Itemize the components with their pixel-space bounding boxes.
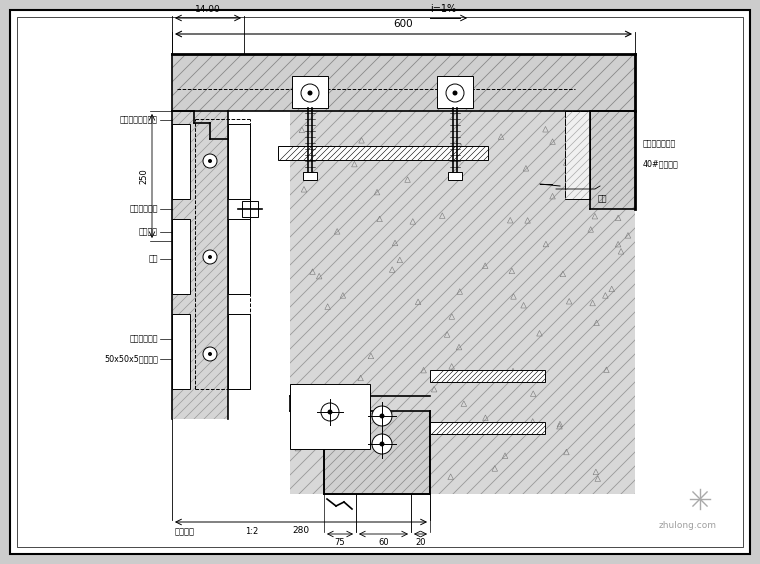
Bar [292,76,328,108]
Bar [172,54,635,111]
Text: 石材: 石材 [148,254,158,263]
Bar [448,172,462,180]
Bar [590,111,635,209]
Bar [172,124,190,199]
Text: 节点详图: 节点详图 [175,527,195,536]
Bar [430,370,545,382]
Text: zhulong.com: zhulong.com [659,522,717,531]
Text: 不锈钢干挂件: 不锈钢干挂件 [129,334,158,343]
Bar [590,111,635,209]
Bar [242,201,258,217]
Text: 膨钉: 膨钉 [598,194,607,203]
Circle shape [372,406,392,426]
Bar [172,219,190,294]
Circle shape [203,347,217,361]
Bar [228,314,250,389]
Bar [324,411,430,494]
Text: 底板胶垫: 底板胶垫 [139,227,158,236]
Bar [278,146,488,160]
Circle shape [379,442,385,447]
Text: 280: 280 [293,526,309,535]
Circle shape [372,434,392,454]
Bar [565,111,590,199]
Circle shape [208,352,212,356]
Text: 14.00: 14.00 [195,5,221,14]
Text: 600: 600 [394,19,413,29]
Bar [430,370,545,382]
Text: 1:2: 1:2 [245,527,258,536]
Text: i=1%: i=1% [430,4,456,14]
Circle shape [328,409,333,415]
Bar [228,124,250,199]
Bar [278,146,488,160]
Text: 石材中深缝胶嵌缝: 石材中深缝胶嵌缝 [120,116,158,125]
Text: 60: 60 [378,538,389,547]
Text: 75: 75 [334,538,345,547]
Bar [324,411,430,494]
Text: 250: 250 [139,168,148,184]
Bar [172,111,228,419]
Circle shape [208,255,212,259]
Bar [290,384,370,449]
Bar [430,422,545,434]
Text: 50x50x5镀锌角钢: 50x50x5镀锌角钢 [104,355,158,364]
Bar [290,111,635,494]
Bar [228,219,250,294]
Bar [172,54,635,111]
Circle shape [321,403,339,421]
Circle shape [379,413,385,418]
Bar [437,76,473,108]
Circle shape [446,84,464,102]
Circle shape [208,159,212,163]
Bar [172,111,228,419]
Bar [565,111,590,199]
Bar [290,111,635,494]
Circle shape [452,90,458,95]
Text: 20: 20 [415,538,426,547]
Text: 40#轻钢龙骨: 40#轻钢龙骨 [643,160,679,169]
Bar [303,172,317,180]
Circle shape [203,154,217,168]
Bar [172,314,190,389]
Circle shape [203,250,217,264]
Bar [430,422,545,434]
Circle shape [308,90,312,95]
Bar [290,111,635,494]
Circle shape [301,84,319,102]
Text: 龙骨工程连接层: 龙骨工程连接层 [643,139,676,148]
Text: 不锈钢干挂件: 不锈钢干挂件 [129,205,158,214]
